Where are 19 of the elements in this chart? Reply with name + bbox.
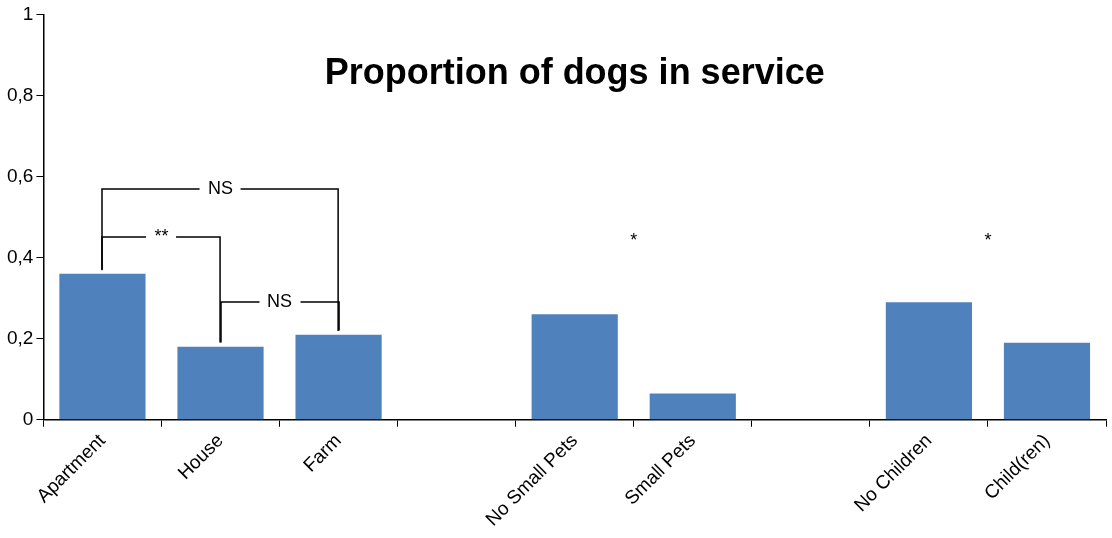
text: Proportion of dogs in service	[324, 51, 825, 93]
annotation: NS	[267, 291, 293, 312]
bar	[1003, 342, 1091, 420]
y-tick-label: 0,2	[6, 326, 34, 348]
bar	[531, 314, 618, 420]
bar	[885, 302, 972, 420]
annotation: *	[984, 230, 992, 251]
annotation: NS	[208, 177, 234, 198]
bar	[295, 334, 382, 420]
y-tick-label: 1	[22, 2, 34, 24]
bar	[177, 346, 264, 420]
y-tick-label: 0,4	[6, 245, 34, 267]
annotation: **	[154, 226, 169, 247]
y-tick-label: 0,8	[6, 83, 34, 105]
bar	[59, 273, 146, 420]
annotation: *	[630, 230, 638, 251]
y-tick-label: 0	[22, 408, 34, 429]
y-tick-label: 0,6	[6, 164, 34, 186]
bar	[649, 393, 736, 420]
